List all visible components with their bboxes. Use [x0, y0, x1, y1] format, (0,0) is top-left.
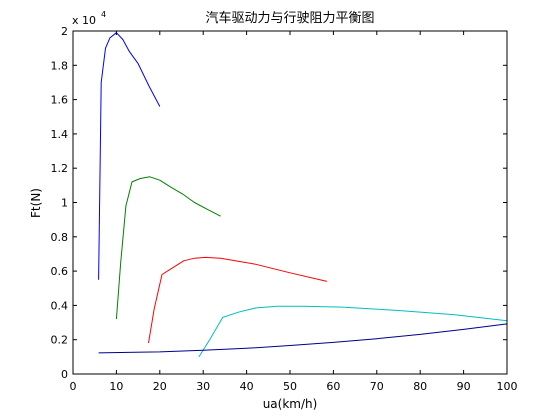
x-tick-label: 0: [70, 380, 77, 393]
x-tick-label: 10: [109, 380, 123, 393]
plot-area: 0 10 20 30 40 50 60 70 80 90 100 0 0.2 0.4 0.6 0.8 1 1.2 1…: [51, 25, 518, 393]
x-tick-label: 90: [457, 380, 471, 393]
x-tick-label: 80: [413, 380, 427, 393]
x-axis-label: ua(km/h): [263, 397, 318, 411]
y-tick-label: 1: [61, 197, 68, 210]
x-tick-label: 30: [196, 380, 210, 393]
y-tick-label: 1.8: [51, 59, 69, 72]
x-tick-label: 60: [326, 380, 340, 393]
series-line-1: [98, 32, 161, 280]
y-tick-label: 1.2: [51, 162, 69, 175]
y-tick-label: 0: [61, 368, 68, 381]
x-tick-label: 20: [153, 380, 167, 393]
x-tick-label: 100: [497, 380, 518, 393]
y-exponent-prefix: x 10: [72, 14, 96, 27]
series-line-4: [198, 305, 508, 358]
y-exponent-power: 4: [101, 10, 106, 19]
y-axis-exponent-label: x 10 4: [72, 10, 106, 27]
x-tick-label: 70: [370, 380, 384, 393]
series-line-5: [98, 323, 508, 354]
y-axis-label: Ft(N): [29, 188, 43, 218]
chart-title: 汽车驱动力与行驶阻力平衡图: [205, 10, 374, 26]
x-tick-label: 40: [240, 380, 254, 393]
y-tick-label: 0.4: [51, 299, 69, 312]
y-tick-label: 2: [61, 25, 68, 38]
y-tick-label: 1.6: [51, 94, 69, 107]
y-tick-label: 0.6: [51, 265, 69, 278]
y-tick-label: 0.8: [51, 231, 69, 244]
series-line-3: [148, 256, 328, 344]
series-line-2: [115, 176, 221, 320]
axes-frame: [72, 30, 508, 375]
y-tick-label: 1.4: [51, 128, 69, 141]
x-tick-label: 50: [283, 380, 297, 393]
y-tick-label: 0.2: [51, 334, 69, 347]
